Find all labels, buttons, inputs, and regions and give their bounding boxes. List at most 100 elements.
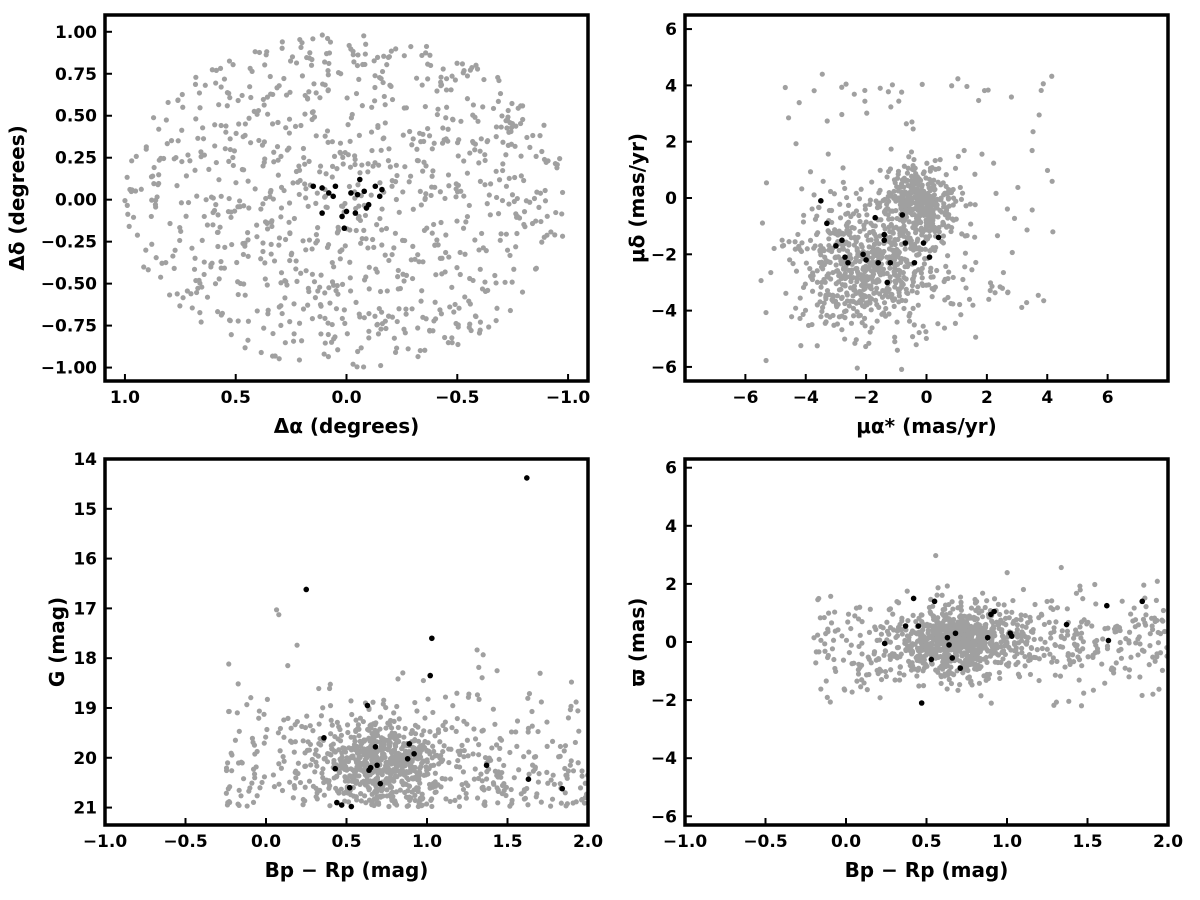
field-star-point — [909, 288, 915, 294]
member-star-point — [321, 735, 327, 741]
field-star-point — [335, 229, 341, 235]
field-star-point — [539, 239, 545, 245]
field-star-point — [914, 289, 920, 296]
field-star-point — [863, 343, 869, 350]
field-star-point — [972, 234, 978, 240]
x-tick-label: −1.0 — [83, 832, 128, 852]
field-star-point — [442, 719, 448, 725]
field-star-point — [317, 163, 324, 169]
field-star-point — [212, 143, 218, 149]
member-star-point — [372, 744, 379, 750]
field-star-point — [511, 775, 517, 781]
field-star-point — [341, 790, 347, 796]
field-star-point — [261, 102, 267, 108]
field-star-point — [373, 784, 379, 790]
field-star-point — [268, 91, 274, 97]
field-star-point — [225, 800, 231, 806]
field-star-point — [888, 221, 894, 228]
field-star-point — [557, 781, 563, 787]
field-star-point — [518, 103, 524, 109]
field-star-point — [300, 796, 306, 803]
field-star-point — [170, 253, 176, 259]
field-star-point — [814, 213, 820, 219]
field-star-point — [403, 311, 409, 317]
field-star-point — [189, 305, 195, 311]
field-star-point — [429, 184, 435, 190]
field-star-point — [514, 230, 520, 237]
field-star-point — [823, 296, 829, 302]
field-star-point — [972, 202, 978, 208]
field-star-point — [840, 179, 846, 185]
field-star-point — [482, 182, 488, 188]
field-star-point — [839, 111, 845, 118]
field-star-point — [840, 165, 846, 171]
field-star-point — [500, 139, 506, 145]
field-star-point — [521, 177, 527, 184]
field-star-point — [1081, 690, 1087, 696]
field-star-point — [156, 157, 162, 163]
field-star-point — [204, 294, 211, 300]
field-star-point — [380, 79, 386, 86]
field-star-point — [901, 191, 908, 198]
field-star-point — [477, 319, 484, 325]
field-star-point — [277, 748, 283, 754]
field-star-point — [283, 125, 289, 131]
field-star-point — [906, 313, 912, 319]
member-star-point — [952, 630, 959, 637]
field-star-point — [287, 58, 294, 64]
field-star-point — [539, 148, 545, 155]
field-star-point — [336, 724, 342, 730]
field-star-point — [822, 648, 828, 654]
field-star-point — [814, 343, 820, 349]
field-star-point — [439, 255, 445, 261]
field-star-point — [961, 147, 967, 154]
field-star-point — [390, 731, 396, 737]
field-star-point — [961, 660, 968, 666]
field-star-point — [913, 342, 919, 348]
field-star-point — [409, 275, 416, 282]
field-star-point — [327, 681, 333, 687]
field-star-point — [164, 141, 170, 147]
field-star-point — [179, 127, 185, 133]
field-star-point — [877, 233, 883, 239]
field-star-point — [829, 219, 835, 226]
field-star-point — [304, 713, 310, 719]
field-star-point — [460, 225, 467, 231]
field-star-point — [397, 769, 403, 775]
field-star-point — [445, 126, 451, 132]
field-star-point — [830, 637, 837, 643]
field-star-point — [985, 675, 992, 682]
field-star-point — [339, 281, 346, 287]
field-star-point — [470, 102, 476, 108]
field-star-point — [129, 158, 135, 164]
field-star-point — [366, 335, 372, 341]
field-star-point — [1143, 612, 1149, 618]
field-star-point — [435, 106, 441, 112]
field-star-point — [346, 42, 352, 49]
field-star-point — [842, 300, 848, 307]
field-star-point — [226, 195, 232, 202]
field-star-point — [855, 671, 862, 677]
field-star-point — [374, 794, 380, 800]
panel-color-magnitude: −1.0 −0.5 0.0 0.5 1.0 1.5 2.01415161718192021B… — [45, 450, 603, 882]
field-star-point — [579, 768, 585, 774]
field-star-point — [415, 738, 422, 744]
field-star-point — [812, 243, 818, 249]
field-star-point — [361, 315, 367, 321]
field-star-point — [835, 627, 841, 633]
field-star-point — [369, 791, 375, 797]
field-star-point — [937, 157, 943, 163]
field-star-point — [1126, 638, 1132, 644]
field-star-point — [300, 238, 306, 244]
field-star-point — [957, 594, 964, 600]
field-star-point — [296, 167, 303, 173]
field-star-point — [943, 263, 949, 269]
field-star-point — [245, 230, 251, 236]
field-star-point — [541, 156, 548, 163]
field-star-point — [1079, 663, 1085, 669]
field-star-point — [346, 745, 352, 751]
field-star-point — [940, 219, 946, 225]
field-star-point — [230, 162, 236, 169]
field-star-point — [848, 278, 854, 284]
field-star-point — [305, 739, 311, 745]
